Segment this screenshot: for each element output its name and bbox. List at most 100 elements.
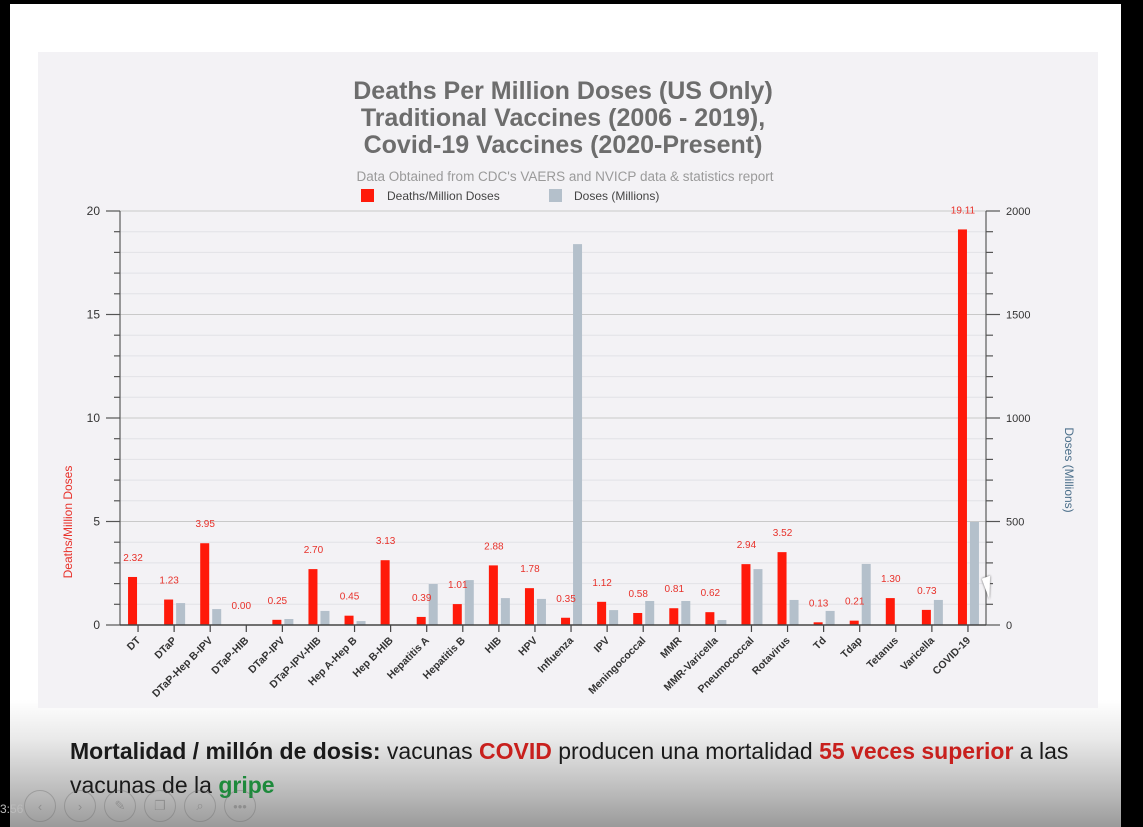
slide-caption: Mortalidad / millón de dosis: vacunas CO…	[70, 734, 1100, 802]
caption-text-1: vacunas	[380, 738, 479, 764]
bar-deaths	[488, 565, 498, 625]
bar-deaths	[308, 569, 318, 625]
category-label: COVID-19	[930, 635, 973, 678]
bar-value-label: 1.12	[592, 578, 612, 589]
bar-value-label: 0.21	[845, 597, 865, 608]
category-label: IPV	[592, 635, 612, 655]
caption-text-3: a las vacunas de la	[70, 738, 1069, 798]
category-label: HIB	[483, 634, 505, 656]
bar-value-label: 3.13	[376, 536, 396, 547]
chart-title: Deaths Per Million Doses (US Only) Tradi…	[353, 77, 773, 159]
bars	[128, 229, 979, 625]
copy-icon: ❐	[154, 798, 166, 813]
legend-label-doses: Doses (Millions)	[574, 189, 659, 203]
y2-tick-label: 2000	[1006, 206, 1030, 218]
category-label: DTaP-HIB	[209, 634, 251, 676]
bar-deaths	[597, 601, 607, 625]
bar-value-label: 0.58	[628, 589, 648, 600]
legend-swatch-deaths	[361, 189, 374, 202]
chart-legend: Deaths/Million Doses Doses (Millions)	[361, 189, 659, 203]
bar-deaths	[741, 564, 751, 625]
category-label: Influenza	[535, 635, 576, 676]
bar-value-label: 0.81	[665, 584, 685, 595]
bar-doses	[573, 244, 583, 625]
bar-deaths	[957, 229, 967, 625]
bar-deaths	[272, 619, 282, 625]
bar-deaths	[128, 576, 138, 625]
bar-value-label: 1.30	[881, 574, 901, 585]
bar-doses	[320, 610, 330, 625]
next-icon: ›	[77, 798, 83, 814]
bar-doses	[464, 580, 474, 625]
next-button[interactable]: ›	[64, 790, 96, 822]
bar-deaths	[921, 609, 931, 625]
category-label: Tetanus	[865, 635, 902, 672]
pen-button[interactable]: ✎	[104, 790, 136, 822]
bar-doses	[284, 618, 294, 625]
y-tick-label: 10	[87, 411, 101, 425]
bar-deaths	[344, 615, 354, 625]
legend-swatch-doses	[549, 189, 562, 202]
y2-tick-label: 1500	[1006, 310, 1030, 322]
bar-deaths	[561, 617, 571, 625]
caption-text-2: producen una mortalidad	[551, 738, 820, 764]
bar-doses	[789, 599, 799, 625]
chart-svg: Deaths Per Million Doses (US Only) Tradi…	[61, 77, 1076, 700]
bar-deaths	[200, 543, 210, 625]
chart-title-line-1: Deaths Per Million Doses (US Only)	[353, 77, 773, 105]
bar-deaths	[849, 620, 859, 625]
previous-button[interactable]: ‹	[24, 790, 56, 822]
bar-deaths	[777, 552, 787, 625]
bar-value-label: 1.23	[159, 576, 179, 587]
y-tick-label: 20	[87, 204, 101, 218]
category-label: DTaP	[152, 635, 179, 662]
more-icon: •••	[233, 798, 247, 814]
y2-tick-label: 0	[1006, 620, 1012, 632]
caption-55-times: 55 veces superior	[819, 738, 1014, 764]
y-tick-label: 0	[93, 618, 100, 632]
bar-value-label: 0.73	[917, 586, 937, 597]
zoom-icon: ⌕	[196, 798, 204, 813]
y-axis-title: Deaths/Million Doses	[61, 466, 75, 579]
y2-tick-label: 500	[1006, 517, 1024, 529]
bar-doses	[861, 563, 871, 625]
playback-time: 3:56	[0, 802, 24, 816]
more-button[interactable]: •••	[224, 790, 256, 822]
bar-doses	[500, 598, 510, 625]
bar-deaths	[669, 608, 679, 625]
bar-value-label: 1.01	[448, 580, 468, 591]
bar-doses	[176, 603, 186, 625]
zoom-button[interactable]: ⌕	[184, 790, 216, 822]
gridlines	[120, 210, 986, 626]
chart-title-line-3: Covid-19 Vaccines (2020-Present)	[364, 131, 763, 159]
bar-deaths	[164, 599, 174, 625]
bar-value-label: 19.11	[951, 205, 976, 216]
bar-doses	[969, 521, 979, 625]
bar-value-label: 3.52	[773, 528, 793, 539]
bar-deaths	[885, 598, 895, 625]
chart-subtitle: Data Obtained from CDC's VAERS and NVICP…	[357, 169, 774, 184]
bar-value-label: 2.32	[123, 553, 143, 564]
bar-value-label: 0.35	[556, 594, 576, 605]
caption-covid: COVID	[478, 738, 552, 764]
bar-doses	[933, 599, 943, 625]
bar-value-label: 0.13	[809, 598, 829, 609]
bar-doses	[717, 620, 727, 625]
slide-player-controls: ‹ › ✎ ❐ ⌕ •••	[24, 790, 256, 824]
bar-value-label: 2.70	[304, 545, 324, 556]
bar-value-label: 0.25	[268, 596, 288, 607]
bar-deaths	[633, 612, 643, 625]
bar-deaths	[705, 612, 715, 625]
copy-button[interactable]: ❐	[144, 790, 176, 822]
previous-icon: ‹	[37, 798, 43, 814]
bar-value-label: 3.95	[195, 519, 215, 530]
bar-value-label: 0.45	[340, 592, 360, 603]
bar-value-label: 0.62	[701, 588, 721, 599]
bar-value-label: 1.78	[520, 564, 540, 575]
y2-tick-label: 1000	[1006, 413, 1030, 425]
category-label: Td	[811, 635, 829, 653]
bar-deaths	[813, 622, 823, 625]
category-label: DT	[125, 634, 144, 653]
bar-doses	[753, 569, 763, 625]
